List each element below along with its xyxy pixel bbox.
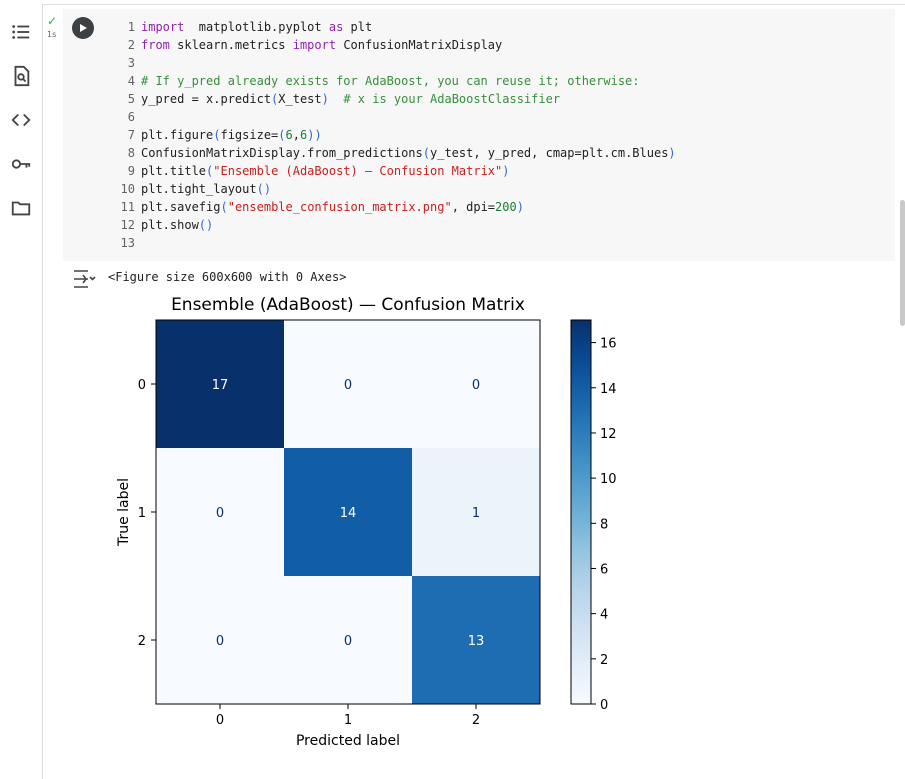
files-folder-icon[interactable]: [6, 193, 36, 223]
line-number: 11: [120, 200, 135, 214]
matrix-cell: [284, 320, 412, 448]
matrix-cell: [156, 448, 284, 576]
colorbar-tick-label: 10: [600, 472, 617, 487]
matrix-cell: [156, 320, 284, 448]
colorbar-tick-label: 6: [600, 562, 608, 577]
cell-value: 0: [216, 634, 224, 649]
cell-top-border: [42, 0, 905, 5]
left-sidebar: [0, 0, 43, 779]
colorbar: [570, 319, 592, 705]
line-number: 4: [127, 74, 135, 88]
code-editor[interactable]: 1 import matplotlib.pyplot as plt 2 from sk…: [63, 9, 895, 261]
colorbar-tick-label: 8: [600, 517, 608, 532]
code-text: plt.show(): [141, 218, 214, 232]
matrix-cell: [284, 576, 412, 704]
cell-value: 1: [472, 506, 480, 521]
code-text: plt.tight_layout(): [141, 182, 272, 196]
colorbar-tick-label: 4: [600, 608, 608, 623]
y-axis-label: True label: [116, 478, 132, 547]
matrix-cell: [284, 448, 412, 576]
line-number: 3: [127, 56, 135, 70]
colorbar-tick-label: 14: [600, 382, 617, 397]
scrollbar[interactable]: [900, 200, 905, 326]
matrix-cell: [412, 448, 540, 576]
colorbar-tick-label: 2: [600, 653, 608, 668]
code-text: import matplotlib.pyplot as plt: [141, 20, 373, 34]
execution-time: 1s: [47, 30, 57, 39]
line-number: 10: [120, 182, 135, 196]
cell-value: 0: [344, 378, 352, 393]
cell-value: 0: [216, 506, 224, 521]
code-text: plt.savefig("ensemble_confusion_matrix.p…: [141, 200, 524, 214]
find-replace-icon[interactable]: [6, 61, 36, 91]
colorbar-tick-label: 16: [600, 337, 617, 352]
line-number: 9: [127, 164, 135, 178]
line-number: 7: [127, 128, 135, 142]
matrix-cell: [412, 320, 540, 448]
code-text: plt.figure(figsize=(6,6)): [141, 128, 322, 142]
code-text: ConfusionMatrixDisplay.from_predictions(…: [141, 146, 676, 160]
code-text: y_pred = x.predict(X_test) # x is your A…: [141, 92, 561, 106]
run-cell-button[interactable]: [72, 17, 94, 39]
colorbar-tick-label: 12: [600, 427, 617, 442]
confusion-matrix-chart: Ensemble (AdaBoost) — Confusion Matrix 17…: [116, 295, 617, 749]
y-tick-label: 2: [138, 634, 146, 649]
cell-value: 14: [340, 506, 357, 521]
cell-value: 17: [212, 378, 229, 393]
x-tick-label: 0: [216, 713, 224, 728]
play-icon: [80, 24, 87, 32]
x-tick-label: 2: [472, 713, 480, 728]
output-actions-icon[interactable]: [72, 268, 96, 290]
chart-title: Ensemble (AdaBoost) — Confusion Matrix: [171, 295, 525, 315]
cell-value: 0: [472, 378, 480, 393]
code-snippets-icon[interactable]: [6, 105, 36, 135]
matrix-cell: [156, 576, 284, 704]
line-number: 13: [120, 236, 135, 250]
line-number: 12: [120, 218, 135, 232]
cell-value: 13: [468, 634, 485, 649]
code-text: plt.title("Ensemble (AdaBoost) — Confusi…: [141, 164, 510, 178]
y-tick-label: 0: [138, 378, 146, 393]
x-axis-label: Predicted label: [296, 733, 400, 749]
matrix-cell: [412, 576, 540, 704]
y-tick-label: 1: [138, 506, 146, 521]
line-number: 1: [127, 20, 135, 34]
cell-value: 0: [344, 634, 352, 649]
line-number: 6: [127, 110, 135, 124]
execution-success-check: ✓: [47, 14, 58, 28]
secrets-key-icon[interactable]: [6, 149, 36, 179]
code-text: from sklearn.metrics import ConfusionMat…: [141, 38, 503, 52]
colorbar-tick-label: 0: [600, 698, 608, 713]
line-number: 2: [127, 38, 135, 52]
line-number: 8: [127, 146, 135, 160]
table-of-contents-icon[interactable]: [6, 17, 36, 47]
code-text: # If y_pred already exists for AdaBoost,…: [141, 74, 640, 88]
output-text: <Figure size 600x600 with 0 Axes>: [108, 270, 347, 284]
x-tick-label: 1: [344, 713, 352, 728]
line-number: 5: [127, 92, 135, 106]
